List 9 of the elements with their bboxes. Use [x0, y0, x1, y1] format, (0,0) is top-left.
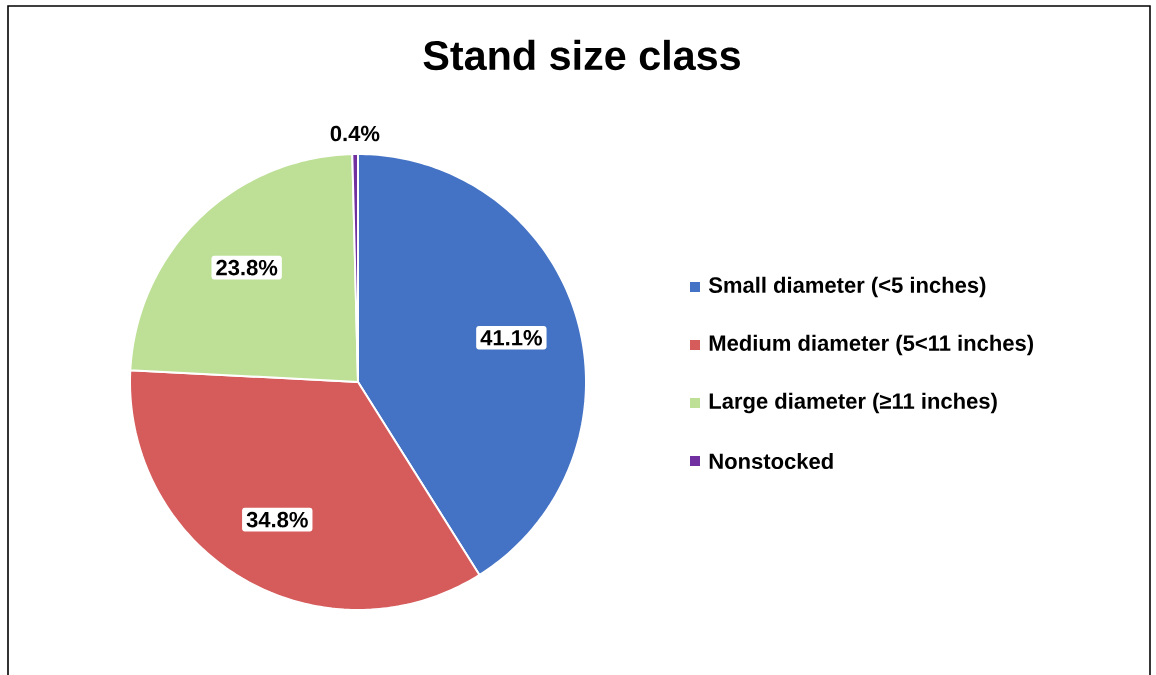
chart-title: Stand size class: [423, 39, 740, 71]
data-label: 41.1%: [480, 330, 542, 346]
data-label: 23.8%: [216, 259, 278, 276]
data-label: 0.4%: [330, 125, 380, 142]
legend-label: Small diameter (<5 inches): [708, 276, 986, 298]
legend-label: Nonstocked: [709, 452, 833, 470]
data-label: 34.8%: [246, 511, 308, 528]
legend-label: Medium diameter (5<11 inches): [709, 334, 1033, 356]
legend-label: Large diameter (≥11 inches): [709, 392, 997, 414]
